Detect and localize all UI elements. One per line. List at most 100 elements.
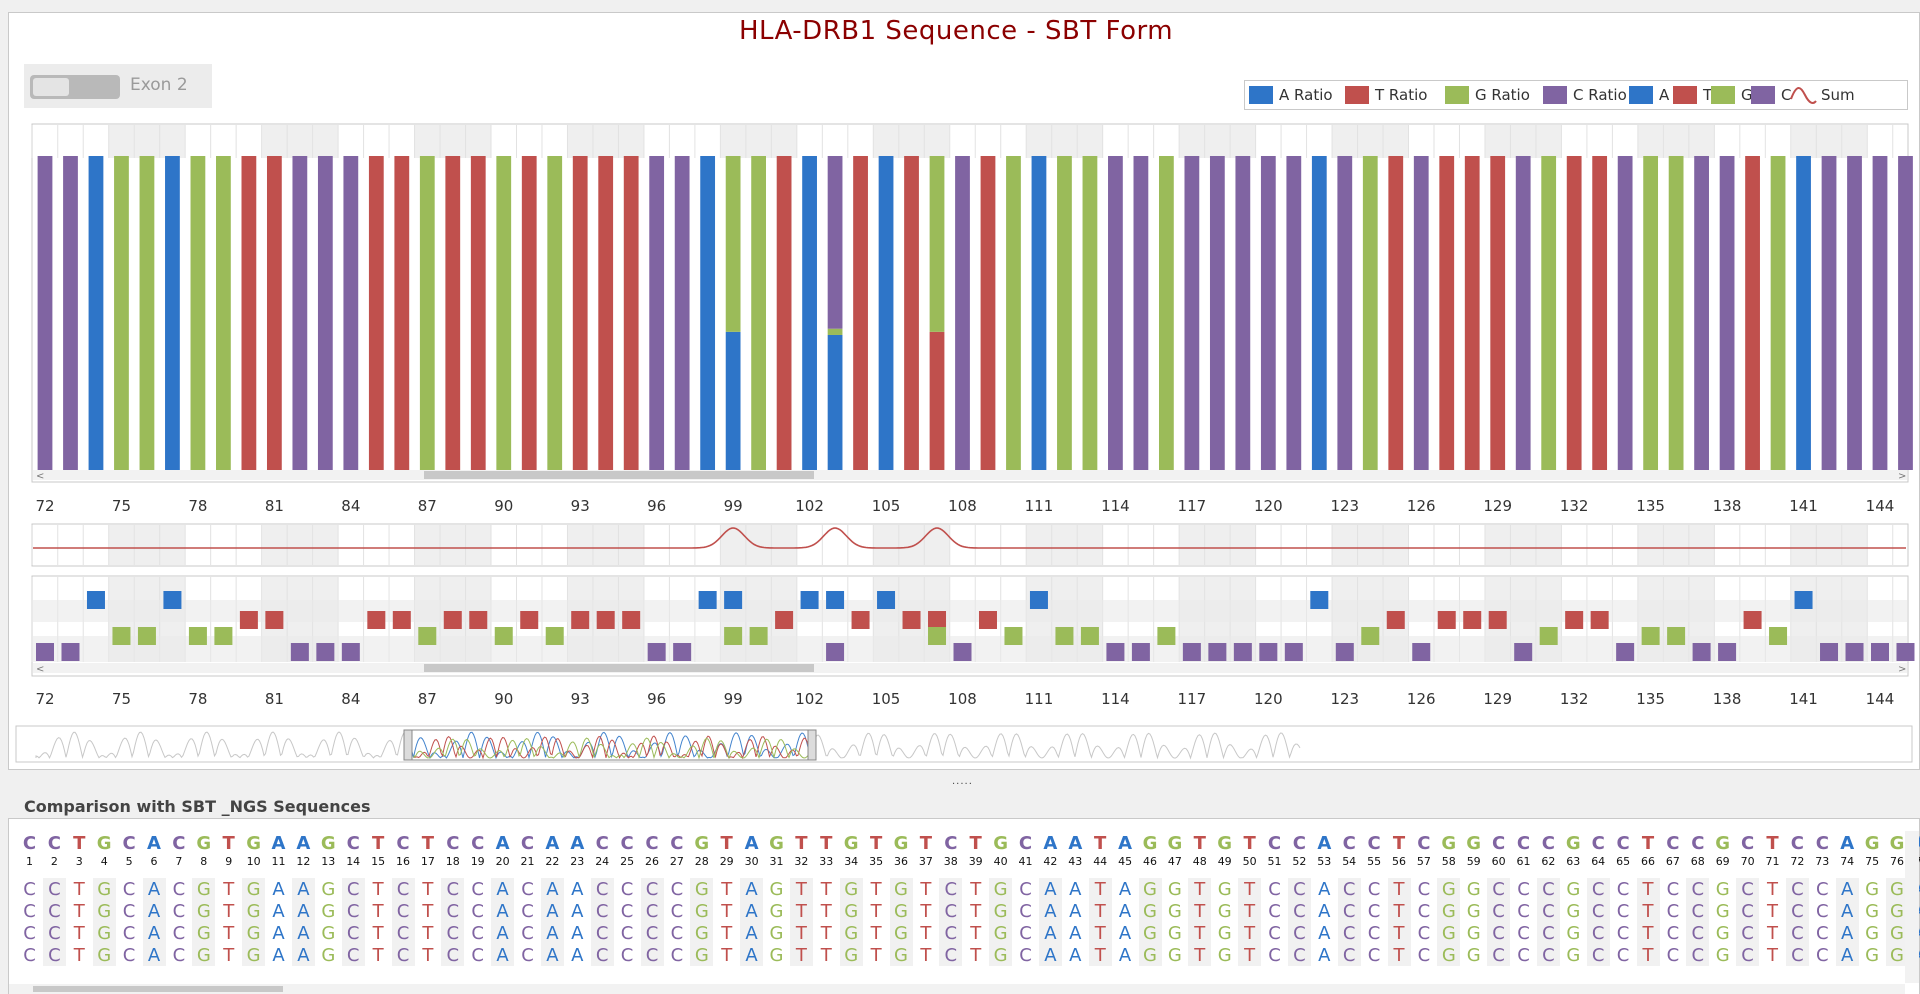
bar-segment-c-119[interactable]: [1235, 156, 1251, 470]
bar-segment-a-111[interactable]: [1031, 156, 1047, 470]
nucleotide-cell[interactable]: C: [172, 833, 186, 854]
bar-segment-t-85[interactable]: [368, 156, 384, 470]
nucleotide-cell[interactable]: T: [970, 879, 982, 900]
nucleotide-cell[interactable]: C: [1019, 879, 1032, 900]
call-marker-c-84[interactable]: [341, 643, 360, 661]
nucleotide-cell[interactable]: A: [1044, 901, 1057, 922]
nucleotide-cell[interactable]: C: [1542, 945, 1555, 966]
nucleotide-cell[interactable]: G: [769, 833, 784, 854]
nucleotide-cell[interactable]: A: [1317, 833, 1332, 854]
nucleotide-cell[interactable]: G: [694, 879, 709, 900]
nucleotide-cell[interactable]: G: [1715, 945, 1730, 966]
bar-segment-g-112[interactable]: [1057, 156, 1072, 470]
nucleotide-cell[interactable]: T: [372, 945, 384, 966]
nucleotide-cell[interactable]: A: [147, 833, 161, 854]
call-marker-a-102[interactable]: [800, 591, 819, 609]
nucleotide-cell[interactable]: C: [122, 901, 136, 922]
nucleotide-cell[interactable]: C: [22, 833, 37, 854]
bar-segment-c-108[interactable]: [955, 156, 970, 470]
nucleotide-cell[interactable]: A: [570, 833, 585, 854]
call-marker-a-105[interactable]: [877, 591, 896, 609]
nucleotide-cell[interactable]: T: [1244, 923, 1256, 944]
bar-scrollbar-track[interactable]: [33, 470, 1907, 480]
nucleotide-cell[interactable]: G: [97, 879, 112, 900]
nucleotide-cell[interactable]: G: [844, 879, 859, 900]
call-marker-g-107[interactable]: [928, 627, 947, 645]
nucleotide-cell[interactable]: G: [196, 879, 211, 900]
nucleotide-cell[interactable]: A: [745, 901, 758, 922]
nucleotide-cell[interactable]: T: [869, 833, 883, 854]
nucleotide-cell[interactable]: C: [346, 923, 360, 944]
nucleotide-cell[interactable]: G: [769, 879, 784, 900]
nucleotide-cell[interactable]: T: [721, 879, 733, 900]
call-marker-a-99[interactable]: [724, 591, 743, 609]
nucleotide-cell[interactable]: T: [721, 945, 733, 966]
bar-segment-t-94[interactable]: [598, 156, 614, 470]
call-marker-t-104[interactable]: [851, 611, 870, 629]
nucleotide-cell[interactable]: C: [1293, 879, 1306, 900]
bar-segment-a-105[interactable]: [878, 156, 894, 470]
call-marker-c-83[interactable]: [316, 643, 335, 661]
nucleotide-cell[interactable]: C: [1816, 923, 1829, 944]
bar-segment-g-131[interactable]: [1541, 156, 1557, 470]
call-marker-g-99[interactable]: [724, 627, 743, 645]
nucleotide-cell[interactable]: C: [446, 879, 460, 900]
call-marker-a-98[interactable]: [698, 591, 717, 609]
nucleotide-cell[interactable]: G: [246, 945, 261, 966]
nucleotide-cell[interactable]: C: [595, 923, 609, 944]
nucleotide-cell[interactable]: T: [1767, 901, 1778, 922]
bar-segment-c-123[interactable]: [1337, 156, 1353, 470]
nucleotide-cell[interactable]: G: [1167, 833, 1183, 854]
nucleotide-cell[interactable]: A: [1118, 901, 1132, 922]
nucleotide-cell[interactable]: A: [1043, 833, 1058, 854]
call-marker-t-125[interactable]: [1386, 611, 1405, 629]
nucleotide-cell[interactable]: A: [272, 879, 285, 900]
nucleotide-cell[interactable]: T: [870, 879, 882, 900]
nucleotide-cell[interactable]: C: [48, 879, 61, 900]
nucleotide-cell[interactable]: T: [223, 879, 235, 900]
nucleotide-cell[interactable]: A: [1841, 945, 1854, 966]
nucleotide-cell[interactable]: G: [321, 923, 336, 944]
nucleotide-cell[interactable]: C: [1268, 945, 1281, 966]
bar-segment-g-75[interactable]: [114, 156, 129, 470]
nucleotide-cell[interactable]: G: [843, 833, 859, 854]
legend-item-c[interactable]: C: [1751, 81, 1791, 109]
nucleotide-cell[interactable]: C: [670, 923, 684, 944]
nucleotide-cell[interactable]: G: [1217, 833, 1233, 854]
nucleotide-cell[interactable]: C: [595, 833, 609, 854]
call-marker-c-114[interactable]: [1106, 643, 1125, 661]
nucleotide-cell[interactable]: C: [1019, 901, 1032, 922]
nucleotide-cell[interactable]: C: [1691, 879, 1705, 900]
bar-segment-t-80[interactable]: [241, 156, 257, 470]
call-marker-g-87[interactable]: [418, 627, 437, 645]
bar-segment-c-126[interactable]: [1413, 156, 1429, 470]
bar-segment-g-87[interactable]: [419, 156, 435, 470]
nucleotide-cell[interactable]: G: [1441, 901, 1456, 922]
call-marker-t-89[interactable]: [469, 611, 488, 629]
nucleotide-cell[interactable]: G: [1217, 923, 1232, 944]
call-marker-g-75[interactable]: [112, 627, 131, 645]
nucleotide-cell[interactable]: G: [1890, 923, 1904, 944]
call-marker-c-145[interactable]: [1896, 643, 1915, 661]
nucleotide-cell[interactable]: G: [1217, 901, 1232, 922]
nucleotide-cell[interactable]: G: [894, 945, 908, 966]
call-marker-g-76[interactable]: [137, 627, 156, 645]
nucleotide-cell[interactable]: C: [645, 833, 659, 854]
nucleotide-cell[interactable]: C: [1616, 879, 1630, 900]
bar-segment-c-143[interactable]: [1847, 156, 1862, 470]
nucleotide-cell[interactable]: G: [1441, 923, 1456, 944]
nucleotide-cell[interactable]: G: [1865, 923, 1880, 944]
nucleotide-cell[interactable]: G: [1566, 901, 1581, 922]
bar-scrollbar-left-arrow[interactable]: <: [36, 471, 44, 482]
bar-scrollbar-thumb[interactable]: [424, 471, 814, 479]
nucleotide-cell[interactable]: C: [1666, 833, 1680, 854]
bar-segment-t-104[interactable]: [853, 156, 868, 470]
nucleotide-cell[interactable]: T: [920, 901, 932, 922]
bar-segment-t-133[interactable]: [1592, 156, 1608, 470]
nucleotide-cell[interactable]: C: [1666, 901, 1680, 922]
nucleotide-cell[interactable]: A: [1044, 879, 1057, 900]
nucleotide-cell[interactable]: A: [496, 901, 509, 922]
call-marker-g-90[interactable]: [494, 627, 513, 645]
nucleotide-cell[interactable]: G: [1466, 901, 1481, 922]
bar-segment-t-127[interactable]: [1439, 156, 1455, 470]
